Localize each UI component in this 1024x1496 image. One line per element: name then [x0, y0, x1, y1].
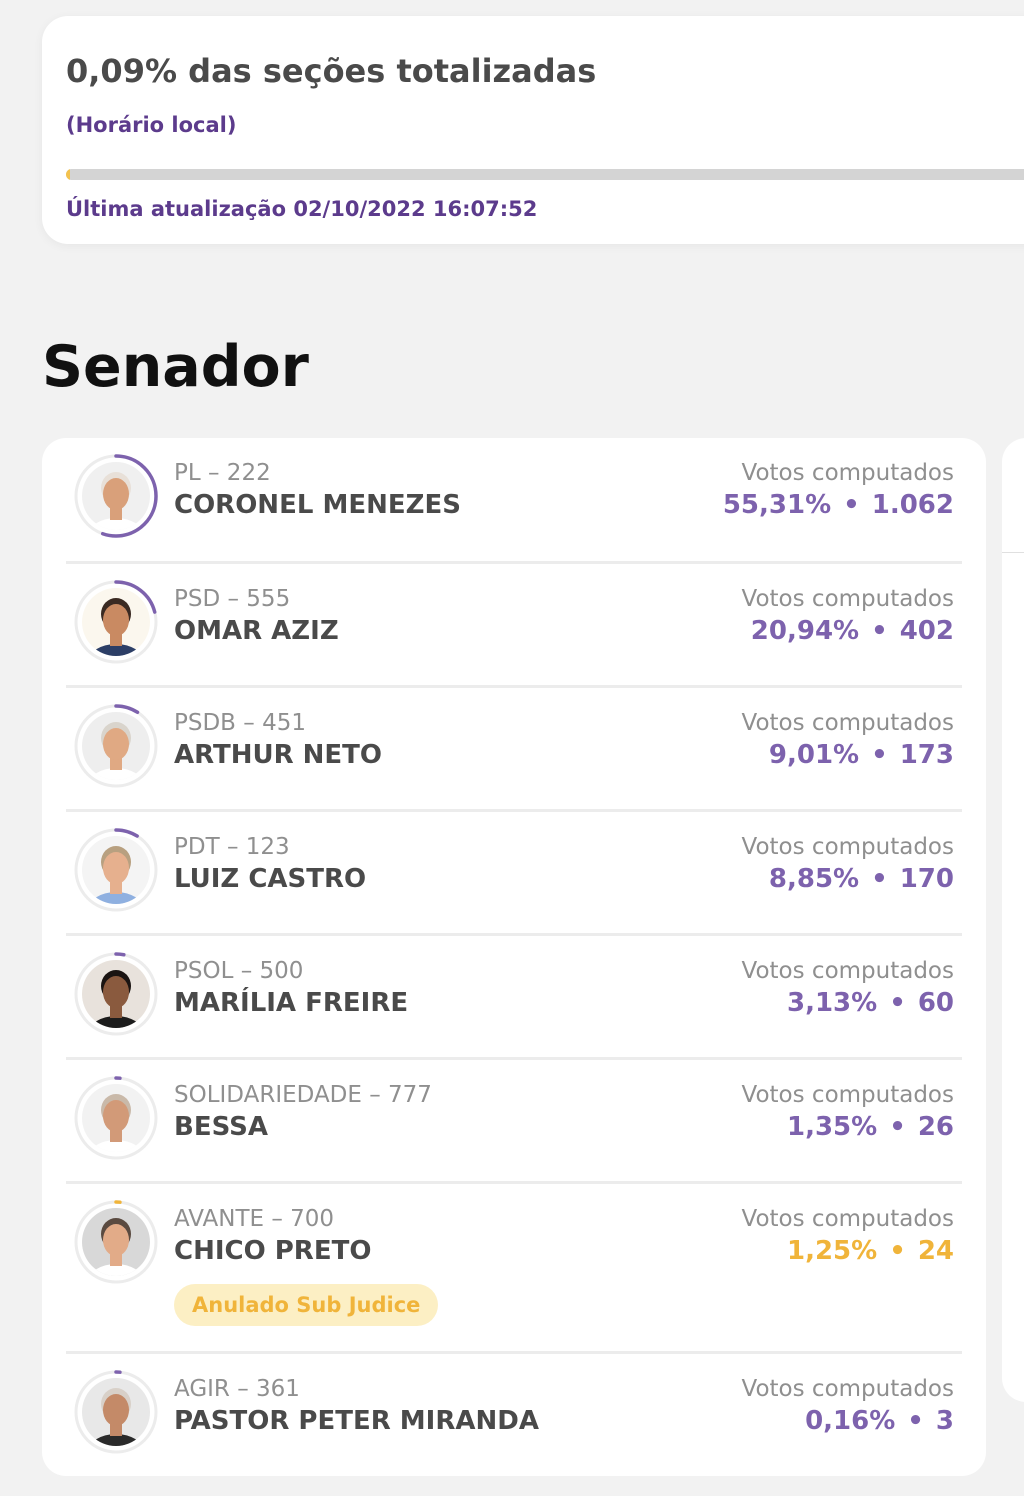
votes-label: Votos computados: [741, 586, 954, 612]
separator-dot: •: [889, 1236, 906, 1266]
vote-share-ring: [74, 828, 158, 912]
candidate-photo: [82, 712, 150, 780]
vote-percentage: 0,16%: [805, 1406, 896, 1436]
votes-label: Votos computados: [741, 1206, 954, 1232]
candidate-party-number: PL – 222: [174, 460, 271, 486]
votes-value: 1,25% • 24: [787, 1236, 954, 1266]
vote-share-ring: [74, 1076, 158, 1160]
candidate-name: MARÍLIA FREIRE: [174, 988, 409, 1018]
last-update-text: Última atualização 02/10/2022 16:07:52: [66, 197, 538, 221]
vote-percentage: 3,13%: [786, 988, 878, 1018]
votes-value: 3,13% • 60: [787, 988, 954, 1018]
candidate-name: ARTHUR NETO: [174, 740, 383, 770]
separator-dot: •: [889, 988, 906, 1018]
candidate-photo: [82, 960, 150, 1028]
candidate-name: BESSA: [174, 1112, 268, 1142]
vote-percentage: 1,25%: [786, 1236, 878, 1266]
candidate-party-number: PSOL – 500: [174, 958, 304, 984]
candidate-name: LUIZ CASTRO: [174, 864, 367, 894]
candidate-photo: [82, 462, 150, 530]
candidate-avatar: [74, 828, 158, 912]
separator-dot: •: [871, 864, 888, 894]
vote-share-ring: [74, 454, 158, 538]
votes-label: Votos computados: [741, 710, 954, 736]
separator-dot: •: [871, 616, 888, 646]
votes-value: 0,16% • 3: [805, 1406, 954, 1436]
candidate-name: CHICO PRETO: [174, 1236, 372, 1266]
vote-percentage: 20,94%: [750, 616, 860, 646]
votes-label: Votos computados: [741, 1082, 954, 1108]
vote-percentage: 8,85%: [768, 864, 860, 894]
candidate-photo: [82, 836, 150, 904]
vote-count: 60: [917, 988, 954, 1018]
candidate-party-number: SOLIDARIEDADE – 777: [174, 1082, 432, 1108]
vote-percentage: 55,31%: [722, 490, 832, 520]
local-time-note: (Horário local): [66, 113, 237, 137]
candidate-row[interactable]: AGIR – 361 PASTOR PETER MIRANDA Votos comp…: [66, 1354, 962, 1476]
candidate-photo: [82, 1208, 150, 1276]
candidate-row[interactable]: PDT – 123 LUIZ CASTRO Votos computados 8,85…: [66, 812, 962, 936]
votes-value: 9,01% • 173: [769, 740, 954, 770]
votes-label: Votos computados: [741, 460, 954, 486]
candidate-party-number: AGIR – 361: [174, 1376, 300, 1402]
votes-label: Votos computados: [741, 1376, 954, 1402]
votes-value: 55,31% • 1.062: [723, 490, 954, 520]
candidate-row[interactable]: AVANTE – 700 CHICO PRETO Votos computados 1…: [66, 1184, 962, 1354]
candidate-party-number: PDT – 123: [174, 834, 290, 860]
candidate-party-number: PSD – 555: [174, 586, 291, 612]
senator-results-list: PL – 222 CORONEL MENEZES Votos computados 5…: [42, 438, 986, 1476]
separator-dot: •: [907, 1406, 924, 1436]
vote-share-ring: [74, 1370, 158, 1454]
vote-count: 3: [935, 1406, 954, 1436]
candidate-avatar: [74, 704, 158, 788]
votes-label: Votos computados: [741, 958, 954, 984]
candidate-party-number: PSDB – 451: [174, 710, 306, 736]
vote-share-ring: [74, 704, 158, 788]
candidate-name: OMAR AZIZ: [174, 616, 339, 646]
separator-dot: •: [843, 490, 860, 520]
separator-dot: •: [889, 1112, 906, 1142]
candidate-row[interactable]: PSOL – 500 MARÍLIA FREIRE Votos computados…: [66, 936, 962, 1060]
votes-value: 1,35% • 26: [787, 1112, 954, 1142]
vote-percentage: 9,01%: [768, 740, 860, 770]
candidate-avatar: [74, 1076, 158, 1160]
candidate-photo: [82, 1084, 150, 1152]
votes-value: 8,85% • 170: [769, 864, 954, 894]
sub-judice-badge: Anulado Sub Judice: [174, 1284, 439, 1326]
vote-share-ring: [74, 1200, 158, 1284]
totalization-title: 0,09% das seções totalizadas: [66, 52, 597, 90]
vote-share-ring: [74, 580, 158, 664]
candidate-name: CORONEL MENEZES: [174, 490, 461, 520]
vote-share-ring: [74, 952, 158, 1036]
section-title: Senador: [42, 334, 309, 400]
candidate-avatar: [74, 1200, 158, 1284]
vote-count: 173: [899, 740, 954, 770]
vote-count: 1.062: [871, 490, 954, 520]
totalization-progress-bar: [66, 169, 1024, 180]
vote-count: 24: [917, 1236, 954, 1266]
votes-value: 20,94% • 402: [751, 616, 954, 646]
totalization-progress-fill: [66, 169, 70, 180]
candidate-avatar: [74, 1370, 158, 1454]
candidate-photo: [82, 1378, 150, 1446]
candidate-row[interactable]: PSDB – 451 ARTHUR NETO Votos computados 9,0…: [66, 688, 962, 812]
candidate-row[interactable]: SOLIDARIEDADE – 777 BESSA Votos computados…: [66, 1060, 962, 1184]
candidate-name: PASTOR PETER MIRANDA: [174, 1406, 539, 1436]
candidate-row[interactable]: PSD – 555 OMAR AZIZ Votos computados 20,94%…: [66, 564, 962, 688]
vote-count: 170: [899, 864, 954, 894]
next-card-divider: [1002, 552, 1024, 553]
candidate-row[interactable]: PL – 222 CORONEL MENEZES Votos computados 5…: [66, 438, 962, 564]
totalization-status-card: 0,09% das seções totalizadas (Horário lo…: [42, 16, 1024, 244]
candidate-avatar: [74, 454, 158, 538]
vote-count: 402: [899, 616, 954, 646]
votes-label: Votos computados: [741, 834, 954, 860]
candidate-avatar: [74, 952, 158, 1036]
vote-percentage: 1,35%: [786, 1112, 878, 1142]
candidate-avatar: [74, 580, 158, 664]
vote-count: 26: [917, 1112, 954, 1142]
candidate-party-number: AVANTE – 700: [174, 1206, 335, 1232]
separator-dot: •: [871, 740, 888, 770]
next-card-peek[interactable]: [1002, 438, 1024, 1402]
